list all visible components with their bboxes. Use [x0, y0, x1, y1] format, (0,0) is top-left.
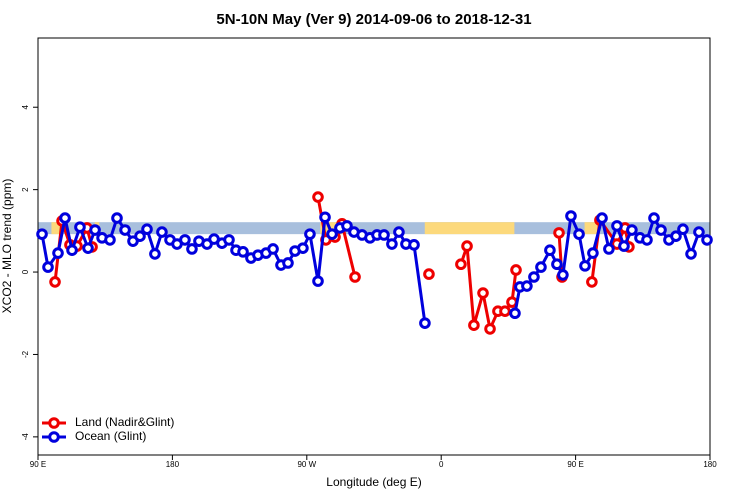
- data-point: [82, 242, 94, 254]
- y-tick-label: 2: [21, 187, 30, 192]
- data-point: [312, 191, 324, 203]
- data-point: [557, 269, 569, 281]
- data-point: [693, 226, 705, 238]
- data-point: [408, 239, 420, 251]
- data-point: [282, 257, 294, 269]
- data-point: [349, 271, 361, 283]
- data-point: [267, 243, 279, 255]
- data-point: [553, 227, 565, 239]
- data-point: [66, 244, 78, 257]
- data-point: [528, 271, 540, 283]
- legend-label: Ocean (Glint): [75, 429, 146, 443]
- x-tick-label: 90 E: [567, 460, 583, 469]
- data-point: [304, 228, 316, 240]
- data-point: [378, 229, 390, 241]
- data-point: [455, 258, 467, 271]
- data-point: [551, 258, 563, 271]
- data-point: [49, 276, 61, 288]
- data-point: [119, 224, 131, 236]
- data-point: [89, 224, 101, 236]
- land-segment: [320, 222, 346, 235]
- data-point: [544, 244, 556, 257]
- data-point: [573, 228, 585, 240]
- data-point: [685, 248, 697, 260]
- legend-label: Land (Nadir&Glint): [75, 415, 174, 429]
- data-point: [319, 211, 331, 224]
- data-point: [618, 240, 630, 252]
- data-point: [586, 276, 598, 288]
- legend-marker: [48, 431, 60, 443]
- chart-title: 5N-10N May (Ver 9) 2014-09-06 to 2018-12…: [216, 11, 531, 28]
- data-point: [341, 220, 353, 232]
- legend-marker: [48, 417, 60, 429]
- x-tick-label: 180: [703, 460, 717, 469]
- data-point: [655, 224, 667, 236]
- data-point: [42, 261, 54, 273]
- data-point: [223, 234, 235, 246]
- data-point: [393, 226, 405, 238]
- data-point: [701, 234, 713, 246]
- data-point: [535, 261, 547, 273]
- data-point: [179, 234, 191, 246]
- plot-frame: [37, 37, 711, 456]
- y-tick-label: -4: [21, 433, 30, 441]
- data-point: [386, 238, 398, 250]
- x-tick-label: 90 W: [297, 460, 316, 469]
- data-point: [677, 223, 689, 235]
- y-tick-label: 0: [21, 269, 30, 274]
- data-point: [611, 220, 623, 232]
- y-tick-label: 4: [21, 104, 30, 109]
- data-point: [59, 212, 71, 224]
- data-point: [477, 287, 489, 299]
- data-point: [156, 226, 168, 238]
- x-tick-label: 90 E: [30, 460, 46, 469]
- data-point: [603, 243, 615, 255]
- data-point: [565, 210, 577, 222]
- x-tick-label: 0: [439, 460, 444, 469]
- data-point: [149, 248, 161, 260]
- data-point: [648, 212, 660, 224]
- data-point: [237, 246, 249, 258]
- data-point: [499, 305, 511, 317]
- data-point: [641, 234, 653, 246]
- data-point: [104, 234, 116, 246]
- data-point: [670, 230, 682, 242]
- data-point: [587, 247, 599, 259]
- x-axis-label: Longitude (deg E): [326, 475, 421, 489]
- data-point: [186, 243, 198, 255]
- y-tick-label: -2: [21, 350, 30, 358]
- data-point: [419, 317, 431, 329]
- data-point: [134, 230, 146, 242]
- data-point: [312, 275, 324, 287]
- data-point: [579, 260, 591, 272]
- data-point: [74, 221, 86, 233]
- data-point: [326, 228, 338, 240]
- data-point: [52, 247, 64, 259]
- data-point: [111, 212, 123, 224]
- data-point: [461, 240, 473, 252]
- surface-band: [38, 222, 710, 235]
- land-segment: [584, 222, 600, 235]
- data-point: [510, 264, 522, 276]
- y-axis-label: XCO2 - MLO trend (ppm): [0, 179, 14, 314]
- x-tick-label: 180: [166, 460, 180, 469]
- data-point: [509, 307, 521, 320]
- land-segment: [51, 222, 62, 235]
- data-point: [626, 224, 638, 236]
- data-point: [141, 223, 153, 235]
- data-point: [484, 323, 496, 335]
- data-point: [423, 268, 435, 280]
- data-point: [521, 280, 533, 292]
- data-point: [596, 212, 608, 224]
- data-point: [36, 228, 48, 240]
- data-point: [297, 242, 309, 254]
- data-point: [468, 319, 480, 332]
- land-segment: [424, 222, 515, 235]
